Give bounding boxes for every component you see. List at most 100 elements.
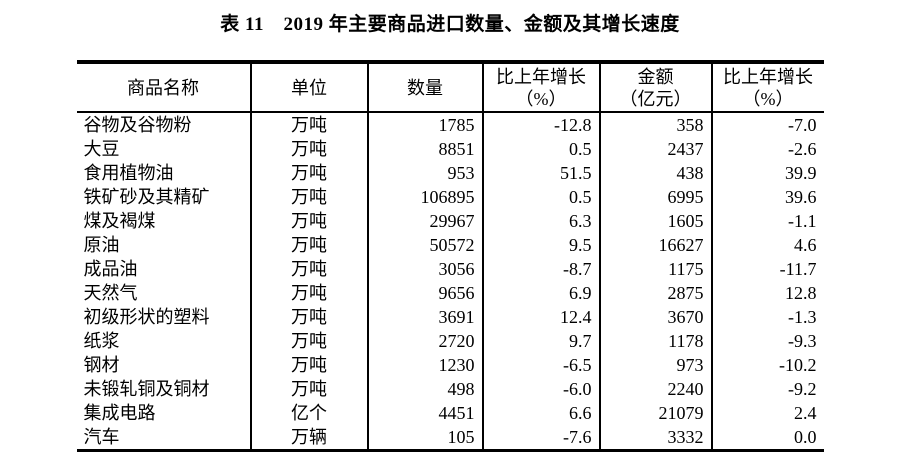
column-header-amount: 金额 （亿元）: [598, 62, 712, 113]
table-row: 集成电路 亿个 4451 6.6 21079 2.4: [77, 401, 824, 425]
column-header-sublabel: （%）: [515, 88, 567, 109]
table-cell: 50572: [366, 233, 483, 257]
column-header-quantity: 数量: [366, 62, 483, 113]
table-row: 谷物及谷物粉 万吨 1785 -12.8 358 -7.0: [77, 112, 824, 137]
table-cell: 51.5: [481, 161, 600, 185]
table-cell: -2.6: [710, 137, 824, 161]
table-cell: 食用植物油: [83, 163, 174, 183]
table-cell: 万吨: [249, 233, 368, 257]
table-cell: 9.5: [481, 233, 600, 257]
table-cell: 2437: [598, 137, 712, 161]
column-header-commodity: 商品名称: [76, 62, 251, 113]
table-cell: 0.5: [481, 185, 600, 209]
table-cell: 6.6: [481, 401, 600, 425]
table-cell: 2.4: [710, 401, 824, 425]
table-cell: -9.2: [710, 377, 824, 401]
table-cell: 953: [366, 161, 483, 185]
table-cell: 0.5: [481, 137, 600, 161]
table-cell: -6.5: [481, 353, 600, 377]
table-cell: -7.6: [481, 425, 600, 451]
table-cell: 3332: [598, 425, 712, 451]
table-cell: 0.0: [710, 425, 824, 451]
table-cell: 973: [598, 353, 712, 377]
table-row: 钢材 万吨 1230 -6.5 973 -10.2: [77, 353, 824, 377]
column-header-label: 金额: [637, 66, 674, 87]
table-cell: 万吨: [249, 281, 368, 305]
table-cell: 3670: [598, 305, 712, 329]
table-cell: 万吨: [249, 329, 368, 353]
table-cell: 2240: [598, 377, 712, 401]
table-cell: 亿个: [249, 401, 368, 425]
table-title: 表 11 2019 年主要商品进口数量、金额及其增长速度: [220, 14, 680, 35]
table-cell: 纸浆: [83, 331, 120, 351]
table-cell: 2720: [366, 329, 483, 353]
table-cell: -9.3: [710, 329, 824, 353]
table-cell: 3691: [366, 305, 483, 329]
table-cell: 未锻轧铜及铜材: [83, 379, 210, 399]
table-cell: 438: [598, 161, 712, 185]
table-cell: 万吨: [249, 112, 368, 137]
table-cell: -6.0: [481, 377, 600, 401]
table-cell: 钢材: [83, 355, 120, 375]
table-cell: -1.1: [710, 209, 824, 233]
table-cell: 谷物及谷物粉: [83, 115, 192, 135]
header-row: 商品名称 单位 数量 比上年增长 （%） 金额 （亿元） 比上年增长 （%）: [76, 62, 824, 113]
table-row: 大豆 万吨 8851 0.5 2437 -2.6: [77, 137, 824, 161]
table-row: 成品油 万吨 3056 -8.7 1175 -11.7: [77, 257, 824, 281]
table-row: 纸浆 万吨 2720 9.7 1178 -9.3: [77, 329, 824, 353]
table-cell: 29967: [366, 209, 483, 233]
table-row: 原油 万吨 50572 9.5 16627 4.6: [77, 233, 824, 257]
column-header-amount-growth: 比上年增长 （%）: [710, 62, 824, 113]
column-header-label: 单位: [291, 77, 327, 98]
table-cell: 6995: [598, 185, 712, 209]
table-cell: 9.7: [481, 329, 600, 353]
table-cell: 原油: [83, 235, 120, 255]
table-row: 铁矿砂及其精矿 万吨 106895 0.5 6995 39.6: [77, 185, 824, 209]
table-cell: -1.3: [710, 305, 824, 329]
table-row: 未锻轧铜及铜材 万吨 498 -6.0 2240 -9.2: [77, 377, 824, 401]
table-cell: -7.0: [710, 112, 824, 137]
table-cell: 3056: [366, 257, 483, 281]
table-cell: 4451: [366, 401, 483, 425]
column-header-sublabel: （亿元）: [619, 88, 692, 109]
table-cell: 成品油: [83, 259, 138, 279]
column-header-label: 比上年增长: [723, 66, 813, 87]
table-cell: 1605: [598, 209, 712, 233]
table-cell: 万吨: [249, 209, 368, 233]
column-header-sublabel: （%）: [742, 88, 794, 109]
table-cell: 358: [598, 112, 712, 137]
table-cell: 12.8: [710, 281, 824, 305]
table-cell: 万吨: [249, 161, 368, 185]
table-row: 天然气 万吨 9656 6.9 2875 12.8: [77, 281, 824, 305]
table-row: 煤及褐煤 万吨 29967 6.3 1605 -1.1: [77, 209, 824, 233]
table-cell: 498: [366, 377, 483, 401]
table-cell: 万吨: [249, 305, 368, 329]
table-cell: 39.9: [710, 161, 824, 185]
table-cell: 6.3: [481, 209, 600, 233]
table-cell: 1175: [598, 257, 712, 281]
imports-table: 商品名称 单位 数量 比上年增长 （%） 金额 （亿元） 比上年增长 （%）: [76, 60, 824, 452]
table-cell: 6.9: [481, 281, 600, 305]
table-cell: 初级形状的塑料: [83, 307, 210, 327]
table-cell: 105: [366, 425, 483, 451]
table-cell: 铁矿砂及其精矿: [83, 187, 210, 207]
table-cell: 12.4: [481, 305, 600, 329]
column-header-label: 数量: [407, 77, 443, 98]
table-cell: 万吨: [249, 137, 368, 161]
table-cell: -11.7: [710, 257, 824, 281]
table-cell: 1230: [366, 353, 483, 377]
table-cell: -12.8: [481, 112, 600, 137]
table-cell: 大豆: [83, 139, 120, 159]
table-cell: 万吨: [249, 257, 368, 281]
table-cell: -8.7: [481, 257, 600, 281]
table-cell: 煤及褐煤: [83, 211, 156, 231]
table-cell: 16627: [598, 233, 712, 257]
table-cell: 集成电路: [83, 403, 156, 423]
table-cell: -10.2: [710, 353, 824, 377]
table-body: 谷物及谷物粉 万吨 1785 -12.8 358 -7.0 大豆 万吨 8851 0.5 2437-…: [77, 112, 824, 451]
table-header: 商品名称 单位 数量 比上年增长 （%） 金额 （亿元） 比上年增长 （%）: [76, 62, 824, 113]
table-cell: 106895: [366, 185, 483, 209]
table-cell: 21079: [598, 401, 712, 425]
table-cell: 天然气: [83, 283, 138, 303]
column-header-unit: 单位: [249, 62, 368, 113]
